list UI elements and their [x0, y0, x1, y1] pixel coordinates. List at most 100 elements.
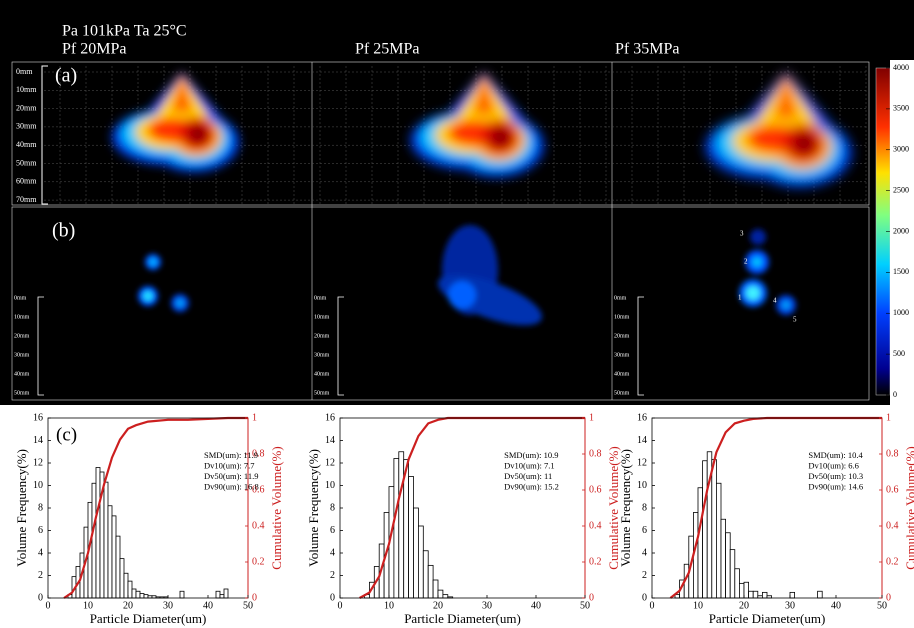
x-tick-label: 0 [338, 600, 343, 611]
y2-tick-label: 0.2 [886, 556, 899, 567]
colorbar-tick-label: 1000 [893, 308, 909, 317]
x-axis-title: Particle Diameter(um) [90, 611, 207, 626]
y-tick-label: 2 [642, 570, 647, 581]
bar [139, 593, 145, 599]
panel-label: (b) [52, 220, 75, 242]
x-tick-label: 40 [831, 600, 841, 611]
bar [702, 460, 708, 599]
x-tick-label: 0 [46, 600, 51, 611]
y-axis-title: Volume Frequency(%) [618, 449, 633, 567]
y-tick-label: 8 [38, 502, 43, 513]
bar [752, 590, 759, 599]
bar [215, 590, 221, 599]
y2-tick-label: 0.6 [252, 484, 265, 495]
bar [393, 458, 400, 599]
bar [427, 564, 434, 599]
bar [95, 467, 101, 599]
bar [817, 590, 823, 599]
y2-tick-label: 0.6 [589, 484, 602, 495]
bar [119, 558, 125, 599]
y-tick-label: 6 [642, 525, 647, 536]
bar [720, 518, 726, 599]
depth-label: 0mm [16, 67, 33, 76]
stat-annotation: Dv50(um): 11.9 [204, 471, 258, 481]
y-tick-label: 10 [325, 480, 335, 491]
y2-tick-label: 1 [886, 412, 891, 423]
x-tick-label: 40 [531, 600, 541, 611]
y-tick-label: 12 [637, 457, 647, 468]
depth-label: 50mm [314, 390, 330, 396]
depth-label: 20mm [16, 103, 37, 112]
y2-tick-label: 0.8 [252, 448, 265, 459]
colorbar-tick-label: 4000 [893, 63, 909, 72]
stat-annotation: Dv90(um): 15.2 [504, 481, 559, 491]
y-axis-title: Volume Frequency(%) [306, 449, 321, 567]
stat-annotation: SMD(um): 11.9 [204, 450, 258, 460]
y-tick-label: 16 [33, 412, 43, 423]
x-tick-label: 30 [163, 600, 173, 611]
x-tick-label: 20 [433, 600, 443, 611]
point-label: 4 [773, 297, 777, 305]
bar [179, 590, 185, 599]
colorbar-tick-label: 500 [893, 349, 905, 358]
y-tick-label: 16 [325, 412, 335, 423]
depth-label: 50mm [14, 390, 30, 396]
x-axis-title: Particle Diameter(um) [404, 611, 521, 626]
x-tick-label: 40 [203, 600, 213, 611]
y2-tick-label: 0.4 [886, 520, 899, 531]
droplet-image [138, 225, 796, 326]
bar [103, 481, 109, 599]
stat-annotation: Dv50(um): 10.3 [808, 471, 863, 481]
bar [748, 590, 754, 599]
depth-label: 40mm [614, 371, 630, 377]
x-tick-label: 50 [580, 600, 590, 611]
bar [789, 591, 795, 599]
depth-label: 10mm [16, 85, 37, 94]
depth-label: 20mm [14, 333, 30, 339]
depth-label: 0mm [14, 295, 27, 301]
colorbar-tick-label: 0 [893, 390, 897, 399]
cumulative-line [63, 416, 248, 599]
depth-label: 10mm [314, 314, 330, 320]
bar [432, 579, 439, 599]
depth-label: 60mm [16, 177, 37, 186]
y2-tick-label: 0.8 [886, 448, 899, 459]
x-tick-label: 20 [739, 600, 749, 611]
x-tick-label: 10 [384, 600, 394, 611]
y-tick-label: 10 [33, 480, 43, 491]
y2-tick-label: 1 [252, 412, 257, 423]
y-tick-label: 8 [330, 502, 335, 513]
stat-annotation: Dv10(um): 7.7 [204, 460, 255, 470]
depth-label: 20mm [314, 333, 330, 339]
bar [762, 591, 768, 599]
y-tick-label: 2 [38, 570, 43, 581]
y2-axis-title: Cumulative Volume(%) [269, 446, 284, 569]
colorbar-tick-label: 2500 [893, 185, 909, 194]
depth-label: 30mm [314, 352, 330, 358]
panel-label: (c) [56, 424, 77, 445]
conditions: Pa 101kPa Ta 25°C [62, 23, 187, 40]
y2-tick-label: 0.2 [252, 556, 265, 567]
y-tick-label: 2 [330, 570, 335, 581]
y-tick-label: 14 [637, 435, 647, 446]
y-tick-label: 6 [38, 525, 43, 536]
y-tick-label: 16 [637, 412, 647, 423]
stat-annotation: Dv10(um): 6.6 [808, 460, 859, 470]
bracket [37, 296, 44, 396]
point-label: 5 [793, 316, 797, 324]
y2-tick-label: 0.2 [589, 556, 602, 567]
colorbar-label-background [890, 60, 914, 405]
stat-annotation: SMD(um): 10.9 [504, 450, 558, 460]
y2-axis-title: Cumulative Volume(%) [606, 446, 621, 569]
y2-tick-label: 0.6 [886, 484, 899, 495]
stat-annotation: Dv50(um): 11 [504, 471, 552, 481]
depth-label: 30mm [614, 352, 630, 358]
depth-label: 40mm [14, 371, 30, 377]
panel-label: (a) [55, 65, 77, 87]
y2-tick-label: 0 [252, 592, 257, 603]
bar [437, 589, 444, 599]
bar [131, 588, 137, 599]
depth-label: 0mm [614, 295, 627, 301]
depth-label: 30mm [16, 122, 37, 131]
